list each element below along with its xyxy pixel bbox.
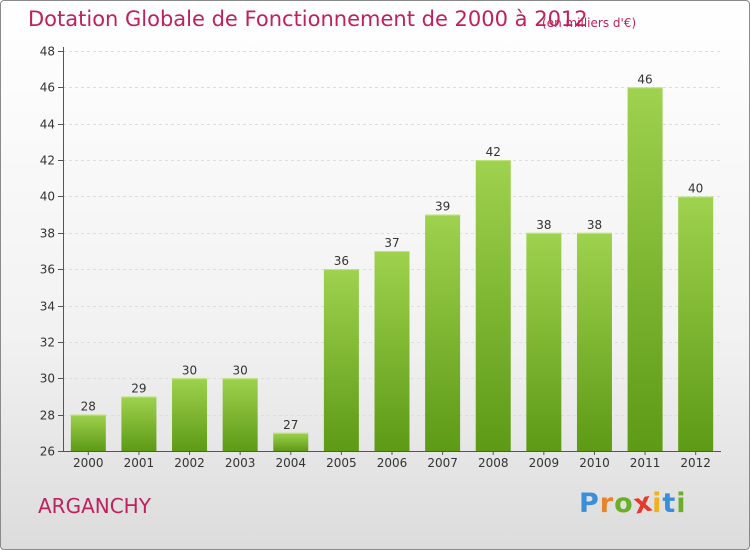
bar-2002 — [172, 378, 208, 451]
bar-2012 — [678, 196, 714, 451]
logo-letter: P — [579, 488, 600, 519]
y-tick-label: 40 — [40, 190, 55, 204]
x-tick-label-2004: 2004 — [275, 456, 306, 470]
bar-2009 — [526, 232, 562, 451]
y-tick-label: 34 — [40, 300, 55, 314]
bar-2007 — [425, 214, 461, 451]
logo-letter: i — [676, 488, 687, 519]
value-label-2006: 37 — [384, 236, 399, 250]
logo-letter: r — [599, 488, 615, 519]
x-tick-label-2010: 2010 — [579, 456, 610, 470]
value-label-2009: 38 — [536, 218, 551, 232]
x-tick-label-2005: 2005 — [326, 456, 357, 470]
y-tick-label: 44 — [40, 118, 55, 132]
x-tick-label-2001: 2001 — [124, 456, 155, 470]
value-label-2005: 36 — [334, 254, 349, 268]
commune-name: ARGANCHY — [38, 494, 151, 518]
x-tick-label-2008: 2008 — [478, 456, 509, 470]
x-tick-label-2003: 2003 — [225, 456, 256, 470]
chart-title: Dotation Globale de Fonctionnement de 20… — [28, 7, 588, 31]
y-tick-label: 38 — [40, 227, 55, 241]
x-tick-label-2012: 2012 — [680, 456, 711, 470]
bar-2010 — [576, 232, 612, 451]
value-label-2001: 29 — [131, 381, 146, 395]
y-tick-label: 36 — [40, 263, 55, 277]
bar-2000 — [70, 414, 106, 451]
logo-letter: i — [652, 488, 663, 519]
value-label-2000: 28 — [81, 400, 96, 414]
chart-subtitle: (en milliers d'€) — [542, 16, 637, 30]
bar-2011 — [627, 87, 663, 451]
x-tick-label-2007: 2007 — [427, 456, 458, 470]
y-tick-label: 42 — [40, 154, 55, 168]
x-tick-label-2002: 2002 — [174, 456, 205, 470]
x-tick-label-2000: 2000 — [73, 456, 104, 470]
y-tick-label: 28 — [40, 409, 55, 423]
y-tick-label: 46 — [40, 81, 55, 95]
value-label-2003: 30 — [233, 363, 248, 377]
bar-2004 — [273, 432, 309, 451]
value-label-2012: 40 — [688, 181, 703, 195]
bar-2005 — [323, 269, 359, 451]
y-tick-label: 32 — [40, 336, 55, 350]
value-label-2008: 42 — [486, 145, 501, 159]
x-tick-label-2011: 2011 — [630, 456, 661, 470]
value-label-2002: 30 — [182, 363, 197, 377]
value-label-2007: 39 — [435, 200, 450, 214]
value-label-2011: 46 — [637, 72, 652, 86]
bar-layer: 28 29 30 30 27 36 37 39 42 38 38 46 40 — [70, 72, 714, 451]
logo-letter: t — [662, 488, 677, 519]
y-tick-label: 30 — [40, 372, 55, 386]
y-tick-label: 48 — [40, 45, 55, 59]
axis-layer: 26 28 30 32 34 36 38 40 42 44 46 48 2000 2001 2002 2003… — [40, 45, 721, 470]
logo-letter: o — [614, 488, 634, 519]
y-tick-label: 26 — [40, 445, 55, 459]
bar-2001 — [121, 396, 157, 451]
value-label-2004: 27 — [283, 418, 298, 432]
x-tick-label-2006: 2006 — [377, 456, 408, 470]
value-label-2010: 38 — [587, 218, 602, 232]
bar-2006 — [374, 251, 410, 451]
bar-2008 — [475, 160, 511, 451]
bar-2003 — [222, 378, 258, 451]
x-tick-label-2009: 2009 — [529, 456, 560, 470]
proxiti-logo: Proxiti — [579, 486, 687, 520]
